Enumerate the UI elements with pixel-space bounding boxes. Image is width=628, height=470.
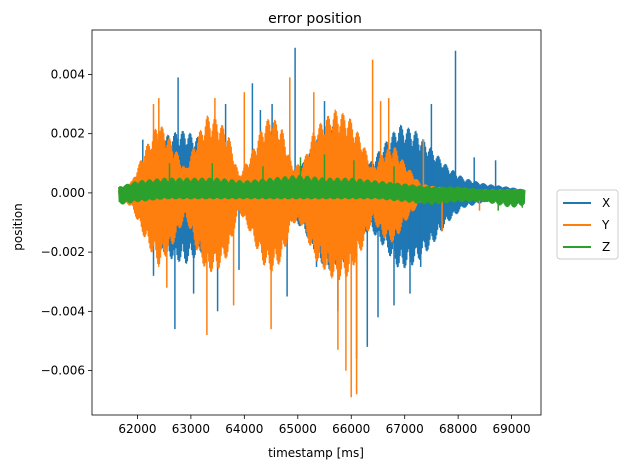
legend-label-x: X [602,196,610,210]
legend-label-z: Z [602,240,610,254]
series-z [118,154,526,211]
x-tick-label: 68000 [439,422,477,436]
chart-title: error position [268,11,362,27]
y-tick-label: −0.004 [41,304,85,318]
y-tick-label: 0.002 [51,127,85,141]
series-z-line [118,174,526,208]
x-tick-label: 67000 [386,422,424,436]
axes-frame [91,29,542,416]
x-tick-label: 65000 [279,422,317,436]
x-tick-label: 63000 [172,422,210,436]
legend: XYZ [556,189,619,260]
x-axis-label: timestamp [ms] [268,446,364,460]
legend-label-y: Y [601,218,610,232]
y-tick-label: −0.006 [41,364,85,378]
x-tick-label: 66000 [332,422,370,436]
x-axis: 62000 63000 64000 65000 66000 67000 68000 69000 [118,415,531,436]
plot-area [118,47,526,398]
y-tick-label: −0.002 [41,245,85,259]
x-tick-label: 64000 [225,422,263,436]
x-tick-label: 62000 [118,422,156,436]
y-axis: 0.004 0.002 0.000 −0.002 −0.004 −0.006 [41,67,92,378]
y-axis-label: position [11,203,25,251]
series-y [118,59,526,398]
y-tick-label: 0.000 [51,186,85,200]
x-tick-label: 69000 [493,422,531,436]
y-tick-label: 0.004 [51,67,85,81]
